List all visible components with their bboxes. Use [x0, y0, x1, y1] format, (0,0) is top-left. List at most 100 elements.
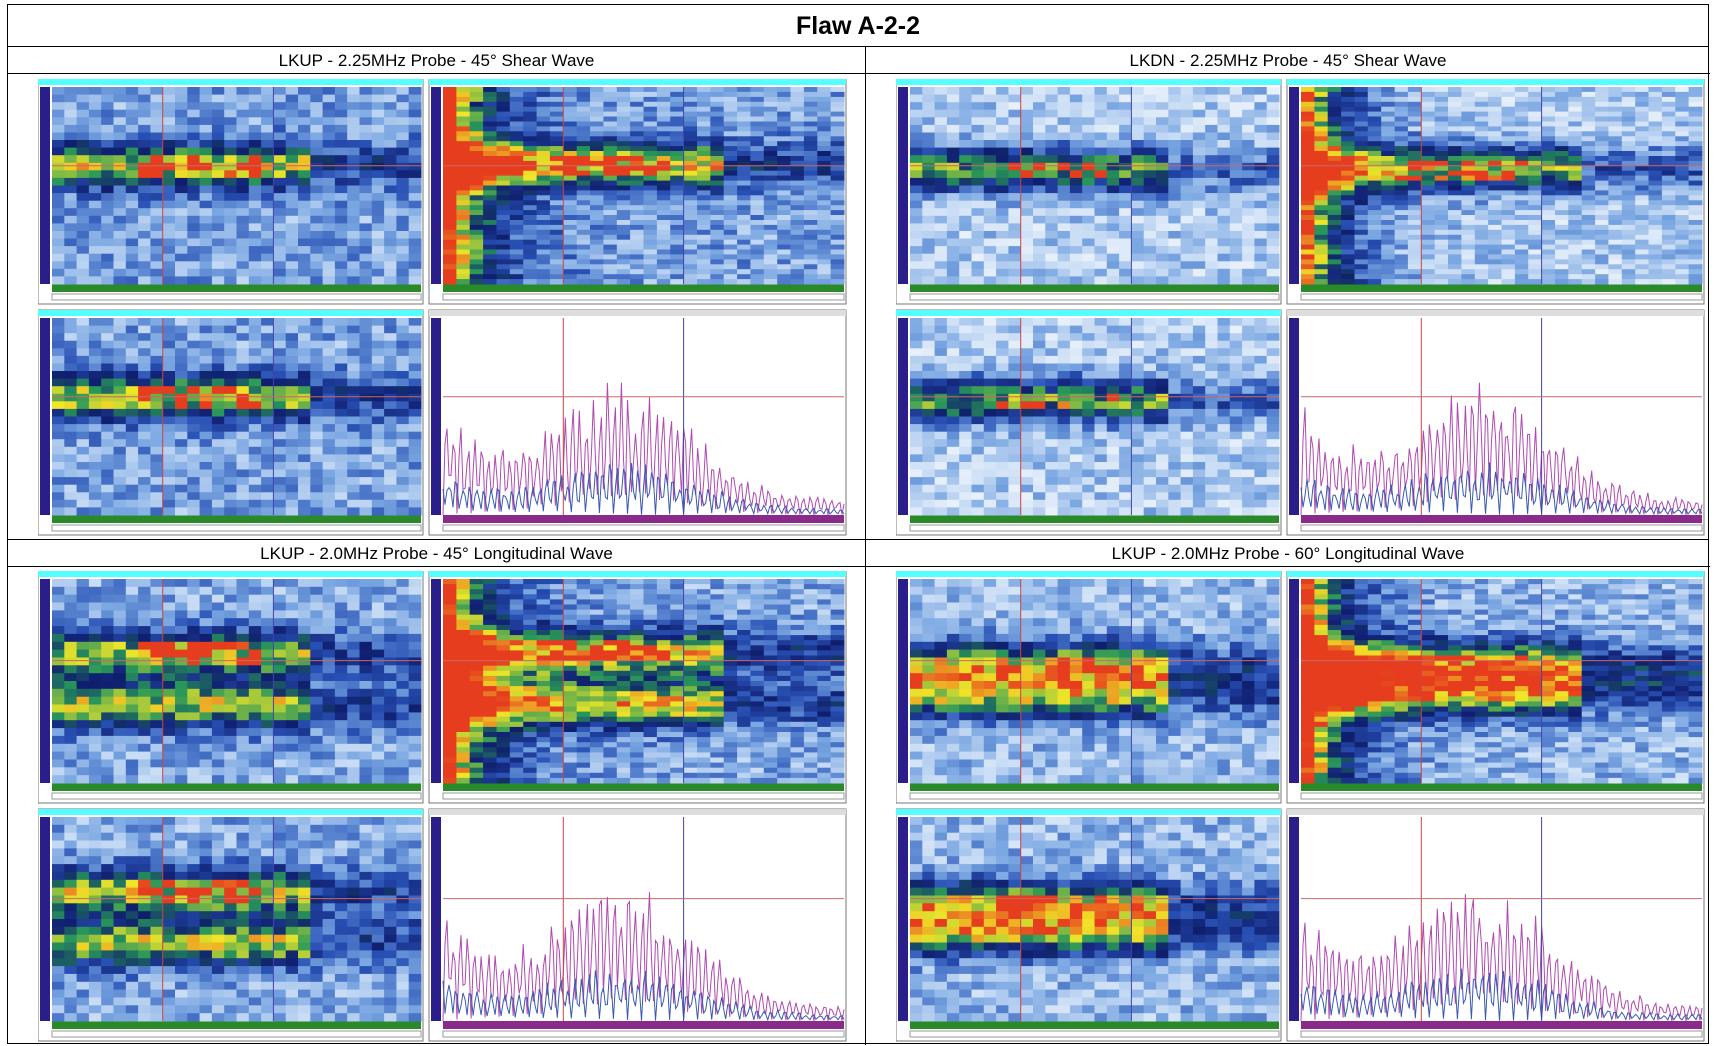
scan-cell — [1156, 110, 1169, 118]
scan-cell — [1595, 181, 1609, 186]
scan-cell — [972, 239, 985, 247]
scan-cell — [443, 166, 457, 171]
scan-cell — [1635, 156, 1649, 161]
scan-cell — [935, 178, 948, 186]
scan-cell — [972, 140, 985, 148]
scan-cell — [396, 326, 409, 334]
scan-cell — [372, 163, 385, 171]
scan-cell — [77, 356, 90, 364]
scan-cell — [273, 155, 286, 163]
scan-cell — [1168, 216, 1181, 224]
scan-cell — [1502, 259, 1516, 264]
scan-cell — [372, 155, 385, 163]
scan-cell — [1622, 146, 1636, 151]
scan-cell — [64, 333, 77, 341]
scan-cell — [1301, 146, 1315, 151]
scan-cell — [1649, 259, 1663, 264]
scan-cell — [1528, 186, 1542, 191]
scan-cell — [1689, 235, 1703, 240]
scale-bar — [910, 525, 1279, 531]
scan-cell — [1635, 240, 1649, 245]
scan-cell — [1267, 148, 1280, 156]
scan-cell — [1395, 235, 1409, 240]
scan-cell — [1408, 126, 1422, 131]
scan-cell — [360, 125, 373, 133]
scan-cell — [1328, 205, 1342, 210]
scan-cell — [1218, 125, 1231, 133]
scan-cell — [372, 140, 385, 148]
scan-cell — [237, 117, 250, 125]
scan-cell — [200, 216, 213, 224]
scan-cell — [187, 364, 200, 372]
scan-cell — [1448, 269, 1462, 274]
scan-cell — [1515, 102, 1529, 107]
scan-cell — [710, 136, 724, 141]
scan-cell — [286, 261, 299, 269]
scan-cell — [697, 210, 711, 215]
scan-cell — [791, 205, 805, 210]
scan-cell — [298, 364, 311, 372]
scan-cell — [237, 326, 250, 334]
scan-cell — [657, 92, 671, 97]
scan-cell — [89, 485, 102, 493]
scan-cell — [1254, 231, 1267, 239]
scan-cell — [372, 477, 385, 485]
scan-cell — [114, 417, 127, 425]
scan-cell — [396, 333, 409, 341]
scan-cell — [126, 193, 139, 201]
scan-cell — [77, 208, 90, 216]
scan-cell — [910, 193, 923, 201]
scan-cell — [710, 112, 724, 117]
scan-cell — [200, 261, 213, 269]
scan-cell — [470, 126, 484, 131]
scan-cell — [1328, 274, 1342, 279]
scan-cell — [77, 231, 90, 239]
scan-cell — [126, 333, 139, 341]
scan-cell — [1488, 235, 1502, 240]
scan-cell — [1193, 193, 1206, 201]
scan-cell — [175, 341, 188, 349]
scan-cell — [922, 110, 935, 118]
scan-cell — [138, 163, 151, 171]
scan-cell — [724, 205, 738, 210]
scan-cell — [212, 117, 225, 125]
scan-cell — [523, 220, 537, 225]
scan-cell — [1314, 186, 1328, 191]
scan-cell — [603, 279, 617, 284]
scan-cell — [577, 92, 591, 97]
scan-cell — [657, 205, 671, 210]
scan-cell — [523, 122, 537, 127]
scan-cell — [1070, 163, 1083, 171]
scan-cell — [1568, 166, 1582, 171]
scan-cell — [972, 125, 985, 133]
scan-cell — [1218, 239, 1231, 247]
scan-cell — [138, 401, 151, 409]
scan-cell — [286, 379, 299, 387]
scan-cell — [347, 356, 360, 364]
scan-cell — [737, 126, 751, 131]
scan-cell — [261, 417, 274, 425]
scan-cell — [212, 424, 225, 432]
scan-cell — [77, 417, 90, 425]
scan-cell — [138, 356, 151, 364]
scan-cell — [1395, 181, 1409, 186]
scan-cell — [273, 178, 286, 186]
scan-cell — [1528, 107, 1542, 112]
scan-cell — [1205, 102, 1218, 110]
scan-cell — [126, 163, 139, 171]
scan-cell — [1515, 131, 1529, 136]
scan-cell — [224, 216, 237, 224]
scan-cell — [537, 181, 551, 186]
scan-cell — [1435, 240, 1449, 245]
scan-cell — [590, 176, 604, 181]
scan-cell — [1395, 97, 1409, 102]
scan-cell — [1168, 239, 1181, 247]
scan-cell — [52, 178, 65, 186]
scan-cell — [1070, 208, 1083, 216]
scan-cell — [1355, 166, 1369, 171]
scan-cell — [972, 208, 985, 216]
scan-cell — [360, 193, 373, 201]
scan-cell — [310, 394, 323, 402]
scan-cell — [910, 261, 923, 269]
scan-cell — [298, 379, 311, 387]
